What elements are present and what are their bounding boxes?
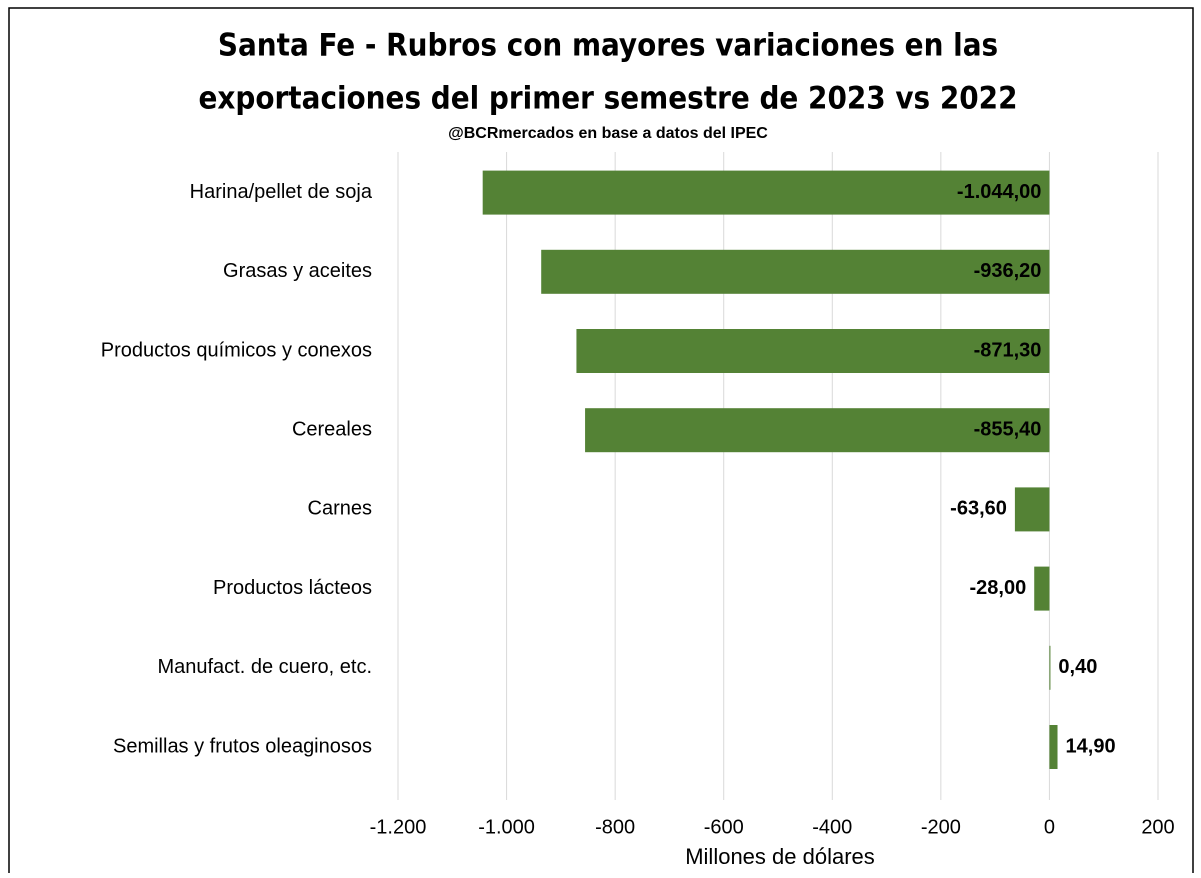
bar — [585, 408, 1050, 453]
bar — [1034, 566, 1050, 611]
bar — [1014, 487, 1050, 532]
chart-subtitle: @BCRmercados en base a datos del IPEC — [448, 125, 768, 142]
x-tick-label: -800 — [595, 816, 635, 838]
category-label: Productos lácteos — [213, 577, 372, 599]
value-label: 0,40 — [1058, 656, 1097, 678]
x-tick-label: 200 — [1141, 816, 1174, 838]
x-tick-label: -600 — [704, 816, 744, 838]
category-label: Semillas y frutos oleaginosos — [113, 735, 372, 757]
bar — [1049, 725, 1058, 769]
value-label: -936,20 — [974, 260, 1042, 282]
x-tick-label: 0 — [1044, 816, 1055, 838]
value-label: -855,40 — [974, 418, 1042, 440]
bar — [576, 329, 1050, 373]
value-label: 14,90 — [1066, 735, 1116, 757]
category-label: Cereales — [292, 418, 372, 440]
x-tick-label: -1.200 — [370, 816, 427, 838]
category-label: Manufact. de cuero, etc. — [157, 656, 372, 678]
category-label: Carnes — [308, 498, 372, 520]
frame — [8, 7, 1194, 878]
category-label: Productos químicos y conexos — [101, 339, 372, 361]
x-tick-label: -400 — [812, 816, 852, 838]
bar — [1049, 645, 1051, 690]
bar — [482, 170, 1050, 215]
value-label: -1.044,00 — [957, 181, 1042, 203]
value-label: -871,30 — [974, 339, 1042, 361]
value-label: -28,00 — [970, 577, 1027, 599]
category-label: Grasas y aceites — [223, 260, 372, 282]
category-label: Harina/pellet de soja — [190, 181, 373, 203]
chart-title: Santa Fe - Rubros con mayores variacione… — [218, 28, 998, 64]
x-axis-label: Millones de dólares — [685, 844, 875, 869]
chart-title: exportaciones del primer semestre de 202… — [199, 81, 1018, 117]
bar — [541, 249, 1050, 294]
value-label: -63,60 — [950, 498, 1007, 520]
x-tick-label: -1.000 — [478, 816, 535, 838]
x-tick-label: -200 — [921, 816, 961, 838]
